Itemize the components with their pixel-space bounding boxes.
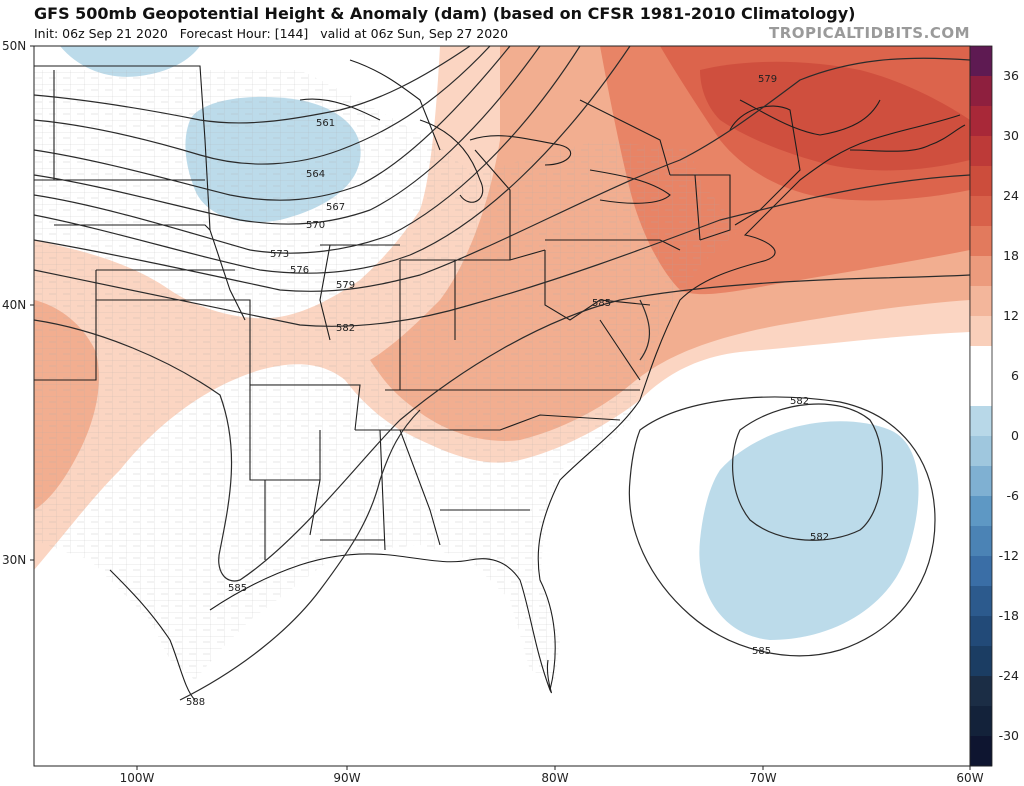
colorbar-tick-label: 30 (1003, 128, 1019, 143)
colorbar-segment (970, 706, 992, 737)
colorbar-tick-label: -24 (999, 668, 1019, 683)
colorbar-segment (970, 586, 992, 617)
longitude-axis: 100W 90W 80W 70W 60W (120, 766, 984, 785)
contour-585-east (639, 299, 651, 361)
colorbar-tick-label: -6 (1007, 488, 1020, 503)
colorbar-tick-label: 36 (1003, 68, 1019, 83)
contour-585-atlantic (628, 396, 936, 657)
colorbar-segment (970, 496, 992, 527)
site-brand: TROPICALTIDBITS.COM (769, 24, 970, 42)
negative-anomaly-corner (60, 46, 200, 77)
colorbar-segment (970, 166, 992, 197)
colorbar-segment (970, 256, 992, 287)
contour-label: 576 (290, 265, 309, 276)
contour-561 (34, 46, 471, 124)
atlantic-coast (537, 114, 961, 691)
contour-label: 579 (336, 280, 355, 291)
colorbar-segment (970, 46, 992, 77)
colorbar-segment (970, 346, 992, 377)
map-area: 561 564 567 570 573 576 579 582 585 588 … (34, 46, 970, 766)
contour-582-atlantic (731, 403, 883, 541)
contour-564 (34, 46, 491, 165)
colorbar-segments (970, 46, 992, 767)
contour-579 (34, 57, 970, 292)
colorbar-segment (970, 196, 992, 227)
lat-label-50n: 50N (2, 39, 26, 53)
great-lakes (299, 98, 671, 204)
contour-label: 564 (306, 169, 325, 180)
contour-582 (34, 174, 970, 327)
colorbar-segment (970, 616, 992, 647)
lat-label-30n: 30N (2, 553, 26, 567)
contour-label: 582 (790, 396, 809, 407)
contour-588 (179, 409, 421, 701)
coastlines (109, 98, 966, 701)
colorbar-frame (969, 45, 993, 767)
contour-label: 570 (306, 220, 325, 231)
negative-anomaly-atlantic (699, 421, 919, 640)
colorbar-segment (970, 556, 992, 587)
colorbar-segment (970, 316, 992, 347)
colorbar-tick-label: 0 (1011, 428, 1019, 443)
colorbar-segment (970, 376, 992, 407)
colorbar-tick-label: -12 (999, 548, 1019, 563)
colorbar-tick-label: 24 (1003, 188, 1019, 203)
colorbar-tick-label: -18 (999, 608, 1019, 623)
colorbar-tick-label: 6 (1011, 368, 1019, 383)
contour-570 (34, 46, 541, 225)
positive-anomaly-core (700, 61, 970, 171)
latitude-axis: 50N 40N 30N (2, 39, 34, 567)
state-borders (34, 59, 801, 560)
map-subtitle: Init: 06z Sep 21 2020 Forecast Hour: [14… (34, 26, 509, 41)
colorbar-segment (970, 136, 992, 167)
colorbar-tick-label: -30 (999, 728, 1019, 743)
gulf-coast (109, 553, 552, 701)
colorbar-segment (970, 466, 992, 497)
contour-label: 582 (810, 532, 829, 543)
contour-label: 573 (270, 249, 289, 260)
colorbar-segment (970, 226, 992, 257)
colorbar-segment (970, 106, 992, 137)
colorbar-segment (970, 676, 992, 707)
lon-label-80w: 80W (541, 771, 568, 785)
colorbar-tick-label: 12 (1003, 308, 1019, 323)
contour-label: 567 (326, 202, 345, 213)
contour-label-group: 561 564 567 570 573 576 579 582 585 588 … (186, 74, 829, 708)
county-lines (34, 70, 740, 680)
height-contours (34, 46, 970, 701)
contour-576 (34, 46, 631, 274)
lon-label-60w: 60W (956, 771, 983, 785)
colorbar-segment (970, 76, 992, 107)
map-title: GFS 500mb Geopotential Height & Anomaly … (34, 4, 856, 23)
contour-label: 585 (228, 583, 247, 594)
colorbar-segment (970, 526, 992, 557)
colorbar-segment (970, 286, 992, 317)
contour-label: 582 (336, 323, 355, 334)
colorbar-segment (970, 436, 992, 467)
lon-label-100w: 100W (120, 771, 155, 785)
contour-label: 588 (186, 697, 205, 708)
contour-label: 585 (592, 298, 611, 309)
colorbar-segment (970, 736, 992, 767)
lon-label-90w: 90W (333, 771, 360, 785)
colorbar-segment (970, 406, 992, 437)
lat-label-40n: 40N (2, 298, 26, 312)
contour-label: 579 (758, 74, 777, 85)
lon-label-70w: 70W (749, 771, 776, 785)
contour-label: 585 (752, 646, 771, 657)
contour-585 (34, 274, 970, 582)
contour-567 (34, 46, 511, 201)
contour-label: 561 (316, 118, 335, 129)
contour-573 (34, 46, 581, 254)
colorbar-tick-label: 18 (1003, 248, 1019, 263)
colorbar-segment (970, 646, 992, 677)
